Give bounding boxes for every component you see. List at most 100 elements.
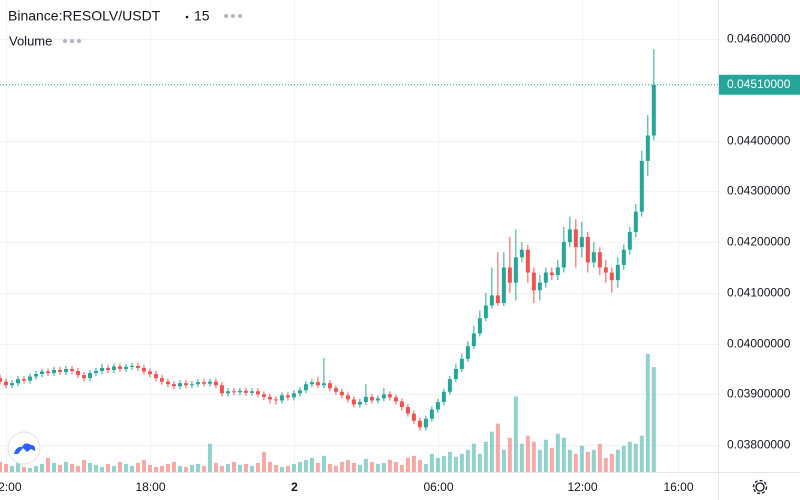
candle-body bbox=[99, 367, 104, 372]
candle-body bbox=[273, 399, 278, 401]
settings-icon[interactable] bbox=[752, 479, 768, 495]
candle-body bbox=[627, 231, 632, 250]
volume-bar bbox=[579, 445, 584, 472]
x-tick-label: 12:00 bbox=[567, 480, 597, 494]
volume-bar bbox=[279, 466, 284, 472]
volume-bar bbox=[615, 449, 620, 472]
x-tick-label: 16:00 bbox=[663, 480, 693, 494]
volume-bar bbox=[621, 445, 626, 472]
y-tick-label: 0.04000000 bbox=[727, 337, 791, 351]
volume-bar bbox=[243, 463, 248, 472]
volume-bar bbox=[189, 464, 194, 472]
volume-bar bbox=[255, 462, 260, 472]
candle-body bbox=[201, 382, 206, 384]
candle-body bbox=[513, 257, 518, 283]
candle-body bbox=[81, 375, 86, 379]
volume-bar bbox=[555, 433, 560, 472]
candle-body bbox=[303, 384, 308, 391]
candle-body bbox=[231, 391, 236, 393]
volume-bar bbox=[435, 457, 440, 472]
volume-bar bbox=[327, 463, 332, 472]
volume-bar bbox=[177, 465, 182, 472]
volume-bar bbox=[603, 457, 608, 472]
candle-body bbox=[357, 401, 362, 405]
candle-body bbox=[405, 407, 410, 414]
candle-body bbox=[93, 371, 98, 374]
candle-body bbox=[243, 390, 248, 393]
volume-bar bbox=[51, 462, 56, 472]
volume-bar bbox=[651, 367, 656, 472]
candle-body bbox=[369, 396, 374, 401]
candle-body bbox=[327, 383, 332, 389]
candle-body bbox=[219, 385, 224, 394]
candle-body bbox=[429, 409, 434, 419]
volume-bar bbox=[219, 465, 224, 472]
candle-body bbox=[285, 395, 290, 398]
candle-body bbox=[351, 399, 356, 405]
candle-body bbox=[471, 333, 476, 347]
candle-body bbox=[171, 384, 176, 387]
volume-bar bbox=[483, 441, 488, 472]
candle-body bbox=[225, 391, 230, 394]
candle-body bbox=[27, 376, 32, 381]
candle-body bbox=[261, 394, 266, 397]
volume-bar bbox=[333, 465, 338, 472]
candle-body bbox=[555, 267, 560, 276]
candle-body bbox=[339, 391, 344, 396]
candle-body bbox=[255, 391, 260, 395]
candle-body bbox=[435, 401, 440, 410]
volume-bar bbox=[105, 463, 110, 472]
logo[interactable] bbox=[7, 431, 41, 465]
volume-bar bbox=[381, 462, 386, 472]
volume-bar bbox=[27, 467, 32, 472]
candle-body bbox=[501, 267, 506, 303]
volume-bar bbox=[297, 461, 302, 472]
volume-bar bbox=[393, 461, 398, 472]
volume-bar bbox=[147, 464, 152, 472]
volume-bar bbox=[561, 437, 566, 472]
volume-bar bbox=[129, 465, 134, 472]
volume-bar bbox=[171, 461, 176, 472]
volume-bar bbox=[387, 459, 392, 472]
candle-body bbox=[33, 374, 38, 377]
candle-body bbox=[105, 367, 110, 370]
y-tick-label: 0.04600000 bbox=[727, 32, 791, 46]
volume-bar bbox=[405, 457, 410, 472]
y-tick-label: 0.04400000 bbox=[727, 134, 791, 148]
last-price-box bbox=[719, 74, 800, 95]
volume-bar bbox=[477, 453, 482, 472]
candle-body bbox=[417, 420, 422, 428]
volume-bar bbox=[345, 459, 350, 472]
volume-bar bbox=[183, 466, 188, 472]
volume-bar bbox=[543, 439, 548, 472]
candle-body bbox=[423, 418, 428, 428]
volume-bar bbox=[9, 465, 14, 472]
candle-body bbox=[561, 242, 566, 268]
volume-menu-dots[interactable] bbox=[63, 39, 81, 43]
candle-body bbox=[645, 135, 650, 161]
candle-body bbox=[153, 374, 158, 379]
volume-title: Volume bbox=[9, 33, 52, 48]
candle-body bbox=[3, 381, 8, 386]
candle-body bbox=[567, 229, 572, 243]
volume-bar bbox=[159, 465, 164, 472]
candle-body bbox=[609, 272, 614, 281]
candle-body bbox=[447, 379, 452, 392]
candle-body bbox=[237, 390, 242, 393]
volume-bar bbox=[33, 465, 38, 472]
volume-bar bbox=[459, 453, 464, 472]
candle-body bbox=[321, 383, 326, 386]
volume-bar bbox=[249, 465, 254, 472]
candle-body bbox=[249, 391, 254, 393]
menu-dots[interactable] bbox=[224, 14, 242, 18]
volume-bar bbox=[471, 443, 476, 472]
candle-body bbox=[75, 371, 80, 376]
candle-body bbox=[141, 367, 146, 372]
candle-body bbox=[297, 390, 302, 394]
volume-bar bbox=[291, 463, 296, 472]
candle-body bbox=[117, 366, 122, 369]
candle-body bbox=[267, 396, 272, 400]
volume-bar bbox=[339, 461, 344, 472]
